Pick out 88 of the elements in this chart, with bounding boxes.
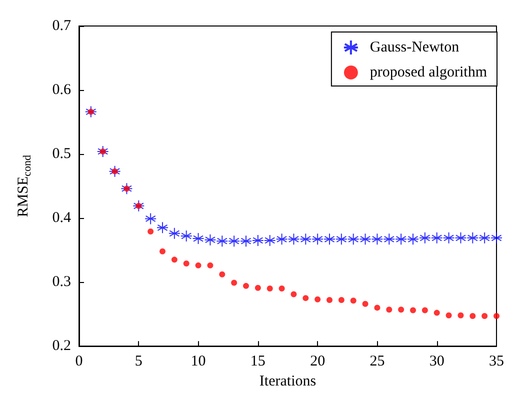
x-tick-label: 15 xyxy=(250,354,266,370)
point xyxy=(108,165,121,178)
point xyxy=(100,148,106,154)
point xyxy=(254,284,261,291)
point xyxy=(168,227,180,240)
point xyxy=(96,145,109,158)
point xyxy=(171,256,178,263)
y-tick-label: 0.4 xyxy=(52,210,72,226)
point xyxy=(84,106,97,118)
point xyxy=(407,233,419,246)
point xyxy=(312,233,324,246)
point xyxy=(264,234,276,246)
point xyxy=(120,182,133,195)
point xyxy=(136,202,142,209)
point xyxy=(288,233,300,246)
point xyxy=(231,280,238,286)
point xyxy=(494,313,500,320)
x-tick-label: 20 xyxy=(310,354,326,370)
point xyxy=(266,285,273,292)
y-tick-label: 0.5 xyxy=(52,146,71,162)
point xyxy=(192,232,204,245)
point xyxy=(290,291,297,298)
point xyxy=(442,232,455,244)
point xyxy=(371,233,384,246)
x-tick-label: 0 xyxy=(75,354,83,370)
x-tick-label: 30 xyxy=(429,354,444,370)
point xyxy=(482,313,488,320)
y-tick-label: 0.2 xyxy=(52,338,71,354)
point xyxy=(132,200,145,212)
point xyxy=(422,307,428,314)
point xyxy=(243,282,249,289)
point xyxy=(207,262,214,268)
y-tick-label: 0.7 xyxy=(52,18,72,34)
point xyxy=(183,260,190,267)
point xyxy=(88,108,94,115)
point xyxy=(478,232,491,244)
point xyxy=(374,304,380,311)
point xyxy=(335,233,348,246)
point xyxy=(395,233,408,246)
x-tick-label: 35 xyxy=(489,354,504,370)
point xyxy=(386,306,392,313)
point xyxy=(302,295,309,302)
point xyxy=(180,230,192,242)
point xyxy=(278,285,285,292)
point xyxy=(359,233,372,246)
point xyxy=(454,232,467,244)
x-axis-title: Iterations xyxy=(259,374,316,390)
point xyxy=(466,232,479,244)
point xyxy=(362,300,368,307)
point xyxy=(252,234,264,246)
point xyxy=(160,248,166,254)
point xyxy=(124,186,130,192)
point xyxy=(228,235,240,248)
point xyxy=(410,307,416,314)
point xyxy=(418,232,431,244)
point xyxy=(314,296,321,302)
legend-label: proposed algorithm xyxy=(370,64,488,80)
point xyxy=(156,222,168,234)
y-axis-title: RMSEcond xyxy=(16,154,34,218)
point xyxy=(216,235,228,248)
point xyxy=(240,235,252,248)
point xyxy=(300,233,312,246)
point xyxy=(148,228,154,235)
point xyxy=(347,233,360,246)
point xyxy=(383,233,396,246)
legend-label: Gauss-Newton xyxy=(370,40,460,56)
y-tick-label: 0.6 xyxy=(52,82,72,98)
y-tick-label: 0.3 xyxy=(52,274,71,290)
point xyxy=(204,234,216,246)
x-tick-label: 5 xyxy=(134,354,142,370)
point xyxy=(430,232,443,244)
point xyxy=(434,310,440,316)
point xyxy=(112,168,118,174)
point xyxy=(338,297,344,304)
point xyxy=(326,297,332,304)
point xyxy=(144,212,157,225)
x-tick-label: 10 xyxy=(190,354,206,370)
point xyxy=(458,312,464,318)
point xyxy=(276,233,288,246)
point xyxy=(470,313,476,320)
point xyxy=(398,306,404,313)
point xyxy=(490,232,502,244)
point xyxy=(219,271,226,278)
x-tick-label: 25 xyxy=(370,354,385,370)
point xyxy=(446,312,452,318)
point xyxy=(350,298,356,304)
point xyxy=(324,233,336,246)
point xyxy=(195,262,202,268)
